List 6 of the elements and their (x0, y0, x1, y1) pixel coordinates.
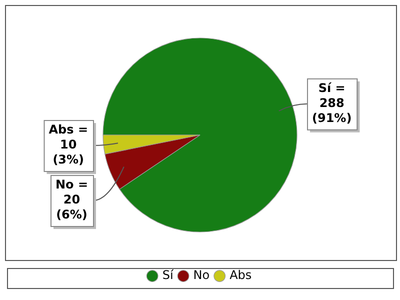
data-label: No = 20 (6%) (55, 178, 88, 222)
data-label: Sí = 288 (91%) (312, 80, 352, 125)
legend-label: Sí (162, 268, 174, 282)
data-label: Abs = 10 (3%) (48, 122, 88, 167)
legend-label: Abs (230, 268, 252, 282)
legend-label: No (193, 268, 210, 282)
